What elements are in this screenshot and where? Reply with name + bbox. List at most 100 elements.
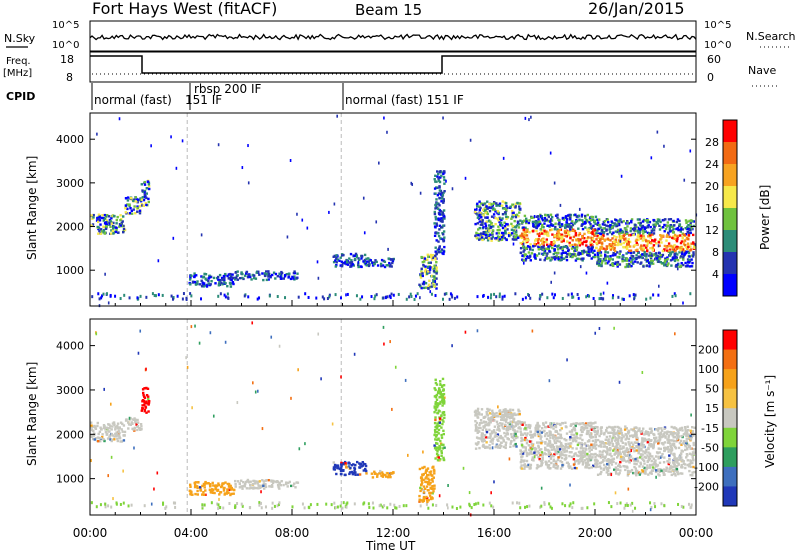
data-cell (597, 249, 600, 252)
data-cell (268, 485, 271, 488)
data-cell (427, 255, 430, 258)
data-cell (218, 493, 221, 496)
data-cell (651, 455, 654, 458)
data-cell (361, 464, 365, 467)
data-cell (476, 216, 480, 219)
data-cell (547, 453, 550, 456)
data-cell (351, 472, 355, 476)
data-cell (437, 438, 440, 441)
data-cell (691, 255, 695, 258)
data-cell (623, 233, 626, 236)
data-cell (434, 408, 437, 411)
data-cell (590, 424, 593, 428)
data-cell (643, 250, 646, 254)
data-cell (601, 242, 604, 245)
data-cell (658, 218, 661, 221)
data-cell (566, 240, 569, 243)
data-cell (207, 282, 210, 285)
data-cell (508, 424, 511, 428)
data-cell (342, 261, 346, 265)
data-cell (547, 245, 550, 248)
data-cell (419, 486, 422, 490)
scatter-cell (425, 502, 428, 506)
data-cell (570, 451, 573, 454)
data-cell (253, 482, 257, 485)
data-cell (515, 213, 519, 216)
data-cell (433, 406, 436, 409)
data-cell (596, 218, 600, 221)
data-cell (512, 413, 515, 416)
data-cell (591, 230, 594, 234)
data-cell (517, 420, 520, 423)
data-cell (498, 202, 502, 205)
data-cell (627, 238, 630, 241)
data-cell (220, 276, 224, 280)
data-cell (543, 232, 546, 236)
data-cell (541, 461, 544, 464)
data-cell (592, 255, 595, 259)
data-cell (591, 435, 595, 439)
data-cell (634, 223, 637, 227)
data-cell (501, 224, 504, 227)
data-cell (296, 272, 299, 275)
data-cell (435, 283, 438, 286)
data-cell (504, 411, 507, 414)
data-cell (144, 401, 147, 405)
data-cell (356, 460, 359, 464)
scatter-cell (468, 504, 471, 508)
data-cell (117, 434, 121, 437)
data-cell (440, 394, 443, 397)
data-cell (693, 426, 696, 429)
data-cell (426, 482, 430, 486)
data-cell (482, 437, 485, 441)
scatter-cell (519, 506, 522, 510)
data-cell (637, 451, 640, 455)
data-cell (594, 425, 597, 429)
scatter-cell (474, 502, 477, 506)
data-cell (193, 272, 196, 275)
data-cell (594, 435, 597, 439)
data-cell (264, 274, 267, 278)
data-cell (632, 443, 635, 446)
data-cell (241, 272, 244, 276)
data-cell (597, 256, 600, 259)
scatter-cell (355, 294, 358, 298)
scatter-cell (378, 504, 381, 508)
data-cell (687, 433, 690, 436)
data-cell (554, 461, 558, 464)
data-cell (548, 424, 552, 428)
data-cell (364, 467, 367, 471)
data-cell (599, 226, 602, 229)
data-cell (540, 451, 544, 454)
data-cell (490, 430, 494, 433)
scatter-cell (476, 295, 479, 299)
data-cell (581, 458, 584, 461)
data-cell (643, 244, 646, 247)
data-cell (440, 433, 443, 437)
data-cell (378, 472, 381, 475)
data-cell (232, 488, 236, 492)
scatter-cell (389, 502, 392, 506)
data-cell (269, 485, 273, 488)
data-cell (102, 228, 106, 232)
data-cell (365, 472, 368, 475)
data-cell (389, 263, 392, 266)
data-cell (620, 220, 623, 224)
data-cell (433, 433, 436, 437)
data-cell (629, 227, 633, 230)
data-cell (648, 252, 652, 255)
scatter-cell (405, 504, 408, 508)
data-cell (674, 249, 677, 252)
data-cell (616, 260, 620, 264)
data-cell (534, 429, 537, 433)
data-cell (429, 481, 432, 485)
data-cell (537, 434, 540, 438)
data-cell (557, 456, 560, 459)
data-cell (613, 243, 617, 247)
data-cell (482, 443, 485, 447)
scatter-cell (97, 292, 100, 296)
data-cell (336, 258, 340, 261)
data-cell (590, 466, 593, 469)
data-cell (530, 447, 534, 451)
scatter-cell (165, 505, 168, 509)
